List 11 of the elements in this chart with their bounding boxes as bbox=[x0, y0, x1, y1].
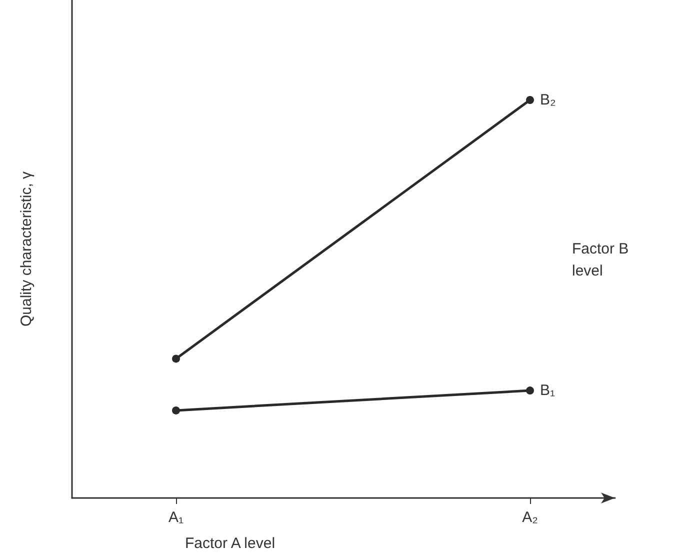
series-label: B₁ bbox=[540, 382, 556, 400]
point bbox=[526, 386, 534, 395]
point bbox=[172, 406, 180, 414]
series-label: B₂ bbox=[540, 92, 556, 108]
x-axis-title: Factor A level bbox=[184, 535, 276, 552]
point bbox=[172, 354, 180, 363]
x-tick-label: A₁ bbox=[168, 509, 184, 526]
point bbox=[526, 96, 534, 104]
annotation: Factor B level bbox=[572, 240, 633, 280]
y-axis-title: Quality characteristic, γ bbox=[18, 170, 35, 327]
x-tick-label: A₂ bbox=[522, 509, 538, 526]
